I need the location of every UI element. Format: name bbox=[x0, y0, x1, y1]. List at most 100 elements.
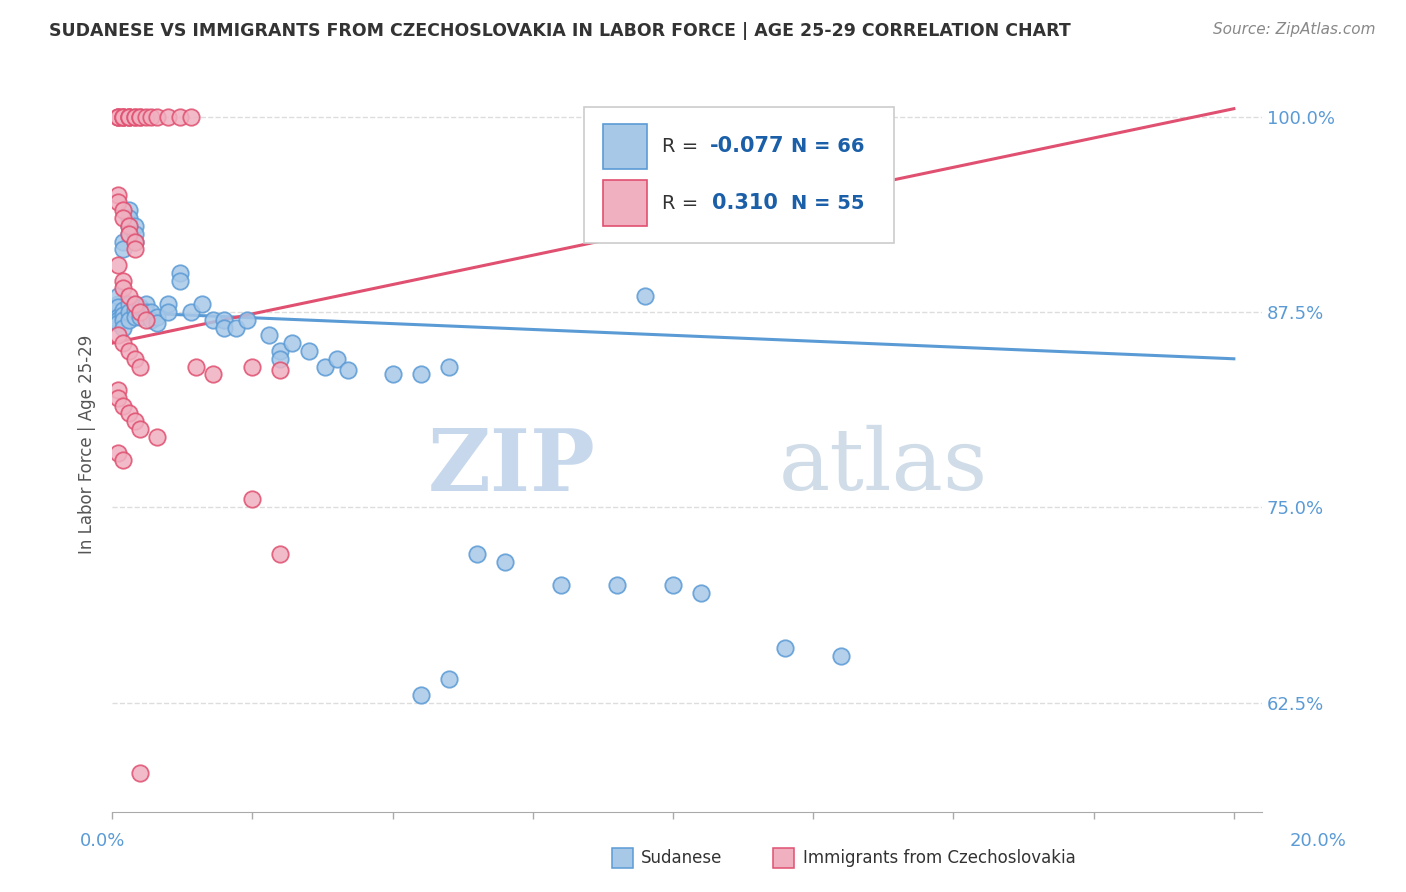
Point bbox=[202, 312, 225, 326]
Point bbox=[118, 227, 141, 241]
Point bbox=[112, 274, 135, 288]
Point bbox=[129, 305, 152, 319]
Point bbox=[112, 303, 135, 318]
Point bbox=[214, 312, 236, 326]
Point bbox=[465, 547, 488, 561]
Point bbox=[135, 312, 157, 326]
Point bbox=[214, 320, 236, 334]
Point bbox=[118, 289, 141, 303]
Point bbox=[259, 328, 281, 343]
Point bbox=[118, 219, 141, 233]
Point bbox=[242, 359, 264, 374]
Point bbox=[107, 110, 129, 124]
Point bbox=[124, 243, 146, 257]
Point bbox=[662, 578, 685, 592]
Point bbox=[135, 305, 157, 319]
Point bbox=[107, 258, 129, 272]
Point bbox=[129, 359, 152, 374]
Text: Source: ZipAtlas.com: Source: ZipAtlas.com bbox=[1212, 22, 1375, 37]
Point bbox=[107, 300, 129, 314]
Point bbox=[129, 110, 152, 124]
Point bbox=[129, 305, 152, 319]
Text: R =: R = bbox=[662, 194, 710, 212]
Text: atlas: atlas bbox=[779, 425, 988, 508]
FancyBboxPatch shape bbox=[583, 107, 894, 243]
Point bbox=[124, 110, 146, 124]
Point bbox=[118, 211, 141, 226]
Point bbox=[280, 336, 302, 351]
Text: 0.0%: 0.0% bbox=[80, 832, 125, 850]
Point bbox=[169, 274, 191, 288]
Point bbox=[112, 110, 135, 124]
Point bbox=[112, 336, 135, 351]
Point bbox=[191, 297, 214, 311]
Point bbox=[146, 110, 169, 124]
Point bbox=[124, 227, 146, 241]
Point bbox=[269, 343, 291, 358]
Point bbox=[180, 110, 202, 124]
Point bbox=[269, 351, 291, 366]
Point bbox=[297, 343, 319, 358]
Point bbox=[112, 235, 135, 249]
Point bbox=[112, 399, 135, 413]
Point bbox=[112, 243, 135, 257]
Point bbox=[202, 368, 225, 382]
Point bbox=[124, 110, 146, 124]
Point bbox=[157, 297, 180, 311]
Text: Sudanese: Sudanese bbox=[641, 849, 723, 867]
Point bbox=[146, 316, 169, 330]
Point bbox=[107, 312, 129, 326]
Point bbox=[112, 320, 135, 334]
Point bbox=[409, 688, 432, 702]
Point bbox=[141, 312, 163, 326]
Point bbox=[141, 110, 163, 124]
Point bbox=[112, 308, 135, 322]
Point bbox=[437, 672, 460, 686]
Point bbox=[118, 110, 141, 124]
Point bbox=[112, 203, 135, 218]
Point bbox=[107, 391, 129, 405]
Point bbox=[107, 297, 129, 311]
Point bbox=[118, 110, 141, 124]
Point bbox=[118, 219, 141, 233]
Point bbox=[112, 211, 135, 226]
FancyBboxPatch shape bbox=[603, 124, 647, 169]
Point bbox=[381, 368, 404, 382]
Point bbox=[157, 305, 180, 319]
Point bbox=[107, 383, 129, 397]
Point bbox=[186, 359, 208, 374]
Point bbox=[129, 300, 152, 314]
Point bbox=[634, 289, 657, 303]
Point bbox=[494, 555, 516, 569]
Point bbox=[269, 362, 291, 376]
Point bbox=[169, 266, 191, 280]
Point bbox=[112, 453, 135, 467]
Point bbox=[606, 578, 628, 592]
Point bbox=[690, 586, 713, 600]
Point bbox=[146, 310, 169, 324]
Point bbox=[107, 187, 129, 202]
Point bbox=[107, 310, 129, 324]
Point bbox=[107, 328, 129, 343]
Point bbox=[135, 297, 157, 311]
Text: -0.077: -0.077 bbox=[710, 136, 785, 156]
Point bbox=[550, 578, 572, 592]
Y-axis label: In Labor Force | Age 25-29: In Labor Force | Age 25-29 bbox=[79, 335, 96, 555]
Text: N = 66: N = 66 bbox=[790, 137, 865, 156]
Point bbox=[141, 305, 163, 319]
Point bbox=[118, 227, 141, 241]
Point bbox=[124, 310, 146, 324]
Point bbox=[269, 547, 291, 561]
Point bbox=[107, 289, 129, 303]
Point bbox=[124, 303, 146, 318]
Point bbox=[124, 297, 146, 311]
Point bbox=[112, 312, 135, 326]
Point bbox=[107, 110, 129, 124]
Point bbox=[242, 492, 264, 507]
Point bbox=[225, 320, 247, 334]
Point bbox=[107, 195, 129, 210]
Text: SUDANESE VS IMMIGRANTS FROM CZECHOSLOVAKIA IN LABOR FORCE | AGE 25-29 CORRELATIO: SUDANESE VS IMMIGRANTS FROM CZECHOSLOVAK… bbox=[49, 22, 1071, 40]
Point bbox=[118, 407, 141, 421]
Point bbox=[236, 312, 259, 326]
Point bbox=[124, 351, 146, 366]
